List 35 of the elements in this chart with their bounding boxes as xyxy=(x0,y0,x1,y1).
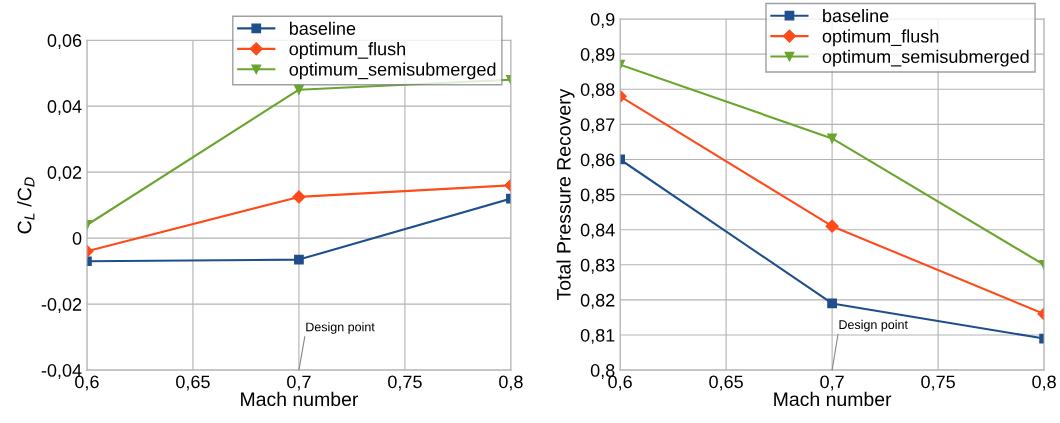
y-tick-label: 0,83 xyxy=(580,258,615,274)
y-tick-label: 0,04 xyxy=(47,100,82,116)
legend-label: optimum_flush xyxy=(822,29,939,47)
y-tick-label: 0,89 xyxy=(580,48,615,63)
legend-label: optimum_flush xyxy=(289,42,406,59)
y-tick-label: 0,86 xyxy=(580,153,615,169)
y-axis-title: Total Pressure Recovery xyxy=(556,88,575,301)
x-tick-label: 0,7 xyxy=(820,375,844,391)
x-tick-label: 0,7 xyxy=(287,375,311,391)
legend-label: optimum_semisubmerged xyxy=(822,49,1029,67)
annotation: Design point xyxy=(839,319,908,332)
y-tick-label: 0 xyxy=(72,232,82,245)
y-tick-label: 0,9 xyxy=(590,12,615,28)
x-tick-label: 0,8 xyxy=(1032,375,1056,391)
x-tick-label: 0,65 xyxy=(709,375,743,391)
legend-label: baseline xyxy=(823,8,889,23)
x-axis-title: Mach number xyxy=(241,391,359,407)
legend-label: optimum_semisubmerged xyxy=(289,62,496,80)
y-tick-label: 0,02 xyxy=(47,166,82,182)
y-tick-label: 0,85 xyxy=(580,188,615,204)
legend-label: baseline xyxy=(289,21,356,35)
x-tick-label: 0,65 xyxy=(176,375,210,391)
x-tick-label: 0,8 xyxy=(499,375,523,391)
y-tick-label: 0,81 xyxy=(580,328,615,344)
y-tick-label: -0,02 xyxy=(41,298,82,313)
y-axis-title: C$_{L}$ /C$_{D}$ xyxy=(17,177,35,234)
x-tick-label: 0,75 xyxy=(921,375,955,391)
y-tick-label: 0,06 xyxy=(47,34,82,50)
x-axis-title: Mach number xyxy=(774,391,892,407)
y-tick-label: 0,84 xyxy=(580,223,615,239)
y-tick-label: 0,87 xyxy=(580,118,615,134)
y-tick-label: 0,82 xyxy=(580,293,615,309)
annotation: Design point xyxy=(306,322,375,334)
y-tick-label: 0,88 xyxy=(580,83,615,99)
x-tick-label: 0,75 xyxy=(388,375,422,391)
